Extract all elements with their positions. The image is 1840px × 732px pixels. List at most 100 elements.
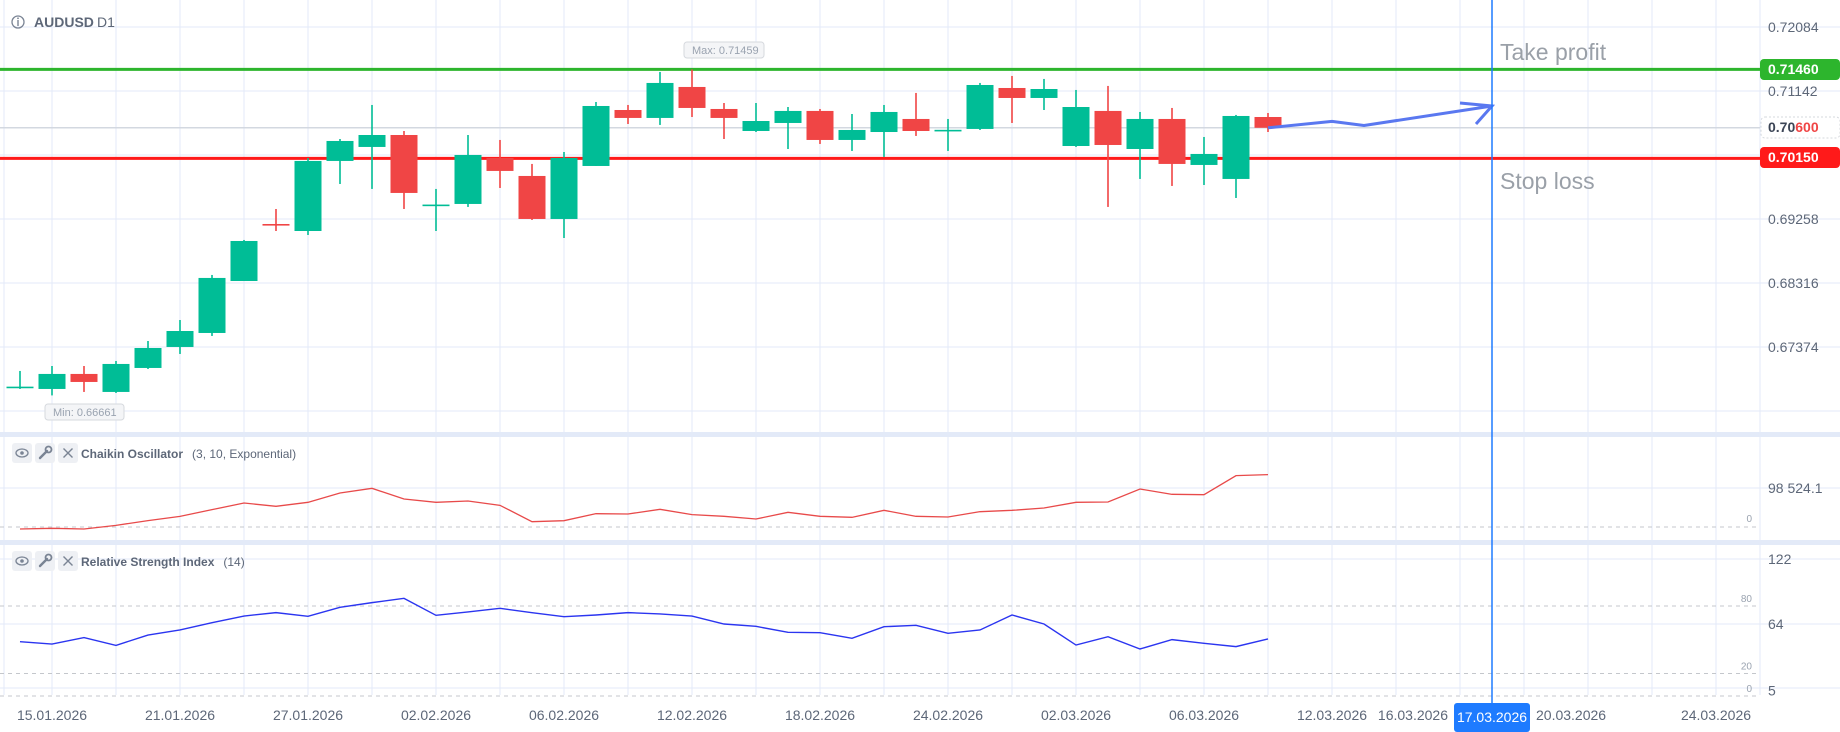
candle-bearish [902,118,930,131]
max-label: Max: 0.71459 [692,45,759,57]
time-cursor[interactable]: 17.03.2026 [1454,0,1530,732]
candle-bullish [934,129,962,132]
close-icon [63,448,73,458]
candle-bullish [102,363,130,392]
rsi-level-label: 0 [1746,684,1752,695]
candle-bullish [38,373,66,389]
candle-bullish [198,277,226,333]
svg-text:0.70600: 0.70600 [1768,119,1819,135]
chaikin-axis-label: 98 524.1 [1768,480,1823,496]
min-label: Min: 0.66661 [53,407,117,419]
eye-icon [15,556,29,566]
chaikin-name: Chaikin Oscillator [81,447,183,461]
indicator-lines [0,474,1760,697]
candle-bullish [166,331,194,347]
rsi-level-label: 20 [1741,662,1753,673]
candle-bullish [358,134,386,147]
candle-bearish [518,175,546,219]
price-axis-label: 0.69258 [1768,211,1819,227]
candle-bearish [70,373,98,382]
date-axis-label: 24.02.2026 [913,707,983,723]
candle-bearish [1158,118,1186,164]
rsi-axis-label: 122 [1768,551,1792,567]
rsi-axis-label: 64 [1768,616,1784,632]
candle-bullish [230,240,258,281]
candle-bearish [262,223,290,226]
price-axis-label: 0.67374 [1768,339,1819,355]
stop-loss-price-badge[interactable]: 0.70150 [1760,147,1840,168]
candle-bullish [294,160,322,231]
close-icon [63,556,73,566]
candle-bullish [550,157,578,219]
rsi-level-label: 80 [1741,594,1753,605]
max-marker: Max: 0.71459 [683,41,765,59]
date-axis-label: 15.01.2026 [17,707,87,723]
candle-bearish [710,108,738,118]
rsi-name: Relative Strength Index [81,555,215,569]
date-axis-label: 27.01.2026 [273,707,343,723]
candle-bearish [486,157,514,171]
price-axis-label: 0.72084 [1768,19,1819,35]
chaikin-header: Chaikin Oscillator (3, 10, Exponential) [12,443,296,463]
chaikin-title: Chaikin Oscillator (3, 10, Exponential) [81,447,296,461]
chaikin-zero-label: 0 [1746,514,1752,525]
candle-bearish [1094,110,1122,145]
take-profit-price-badge[interactable]: 0.71460 [1760,59,1840,80]
arrowhead-icon [1459,101,1496,125]
current-price-suffix: 600 [1795,119,1819,135]
date-axis-label: 06.02.2026 [529,707,599,723]
candle-bullish [774,110,802,123]
date-axis-label: 12.03.2026 [1297,707,1367,723]
chart-header: AUDUSD D1 [11,14,115,30]
date-axis-label: 12.02.2026 [657,707,727,723]
candle-bullish [422,204,450,207]
candle-bullish [1222,115,1250,179]
take-profit-price: 0.71460 [1768,61,1819,77]
cursor-date-label: 17.03.2026 [1457,709,1527,725]
candle-bullish [1062,107,1090,147]
candle-bearish [1254,116,1282,128]
pane-separator[interactable] [0,540,1840,545]
date-axis-label: 06.03.2026 [1169,707,1239,723]
candle-bullish [326,140,354,161]
rsi-header: Relative Strength Index (14) [12,551,245,571]
date-axis-label: 20.03.2026 [1536,707,1606,723]
current-price-prefix: 0.70 [1768,119,1795,135]
candle-bearish [806,110,834,140]
candle-bullish [1126,118,1154,149]
candle-bullish [6,386,34,389]
candle-bullish [742,121,770,131]
eye-icon [15,448,29,458]
stop-loss-label: Stop loss [1500,168,1595,194]
candle-bullish [454,154,482,204]
candle-bullish [646,82,674,118]
candle-bullish [966,84,994,129]
pane-separator[interactable] [0,432,1840,437]
rsi-axis-label: 5 [1768,682,1776,698]
rsi-params: (14) [223,555,244,569]
price-axis-label: 0.68316 [1768,275,1819,291]
candles [6,69,1496,396]
date-axis-label: 18.02.2026 [785,707,855,723]
candle-bearish [390,134,418,193]
axes: 80 20 0 122 64 5 0.72084 0.71142 0.69258 0.68316 0… [17,19,1819,723]
info-circle-icon[interactable] [11,15,25,29]
candle-bullish [134,347,162,368]
chaikin-line [19,474,1269,530]
date-axis-label: 24.03.2026 [1681,707,1751,723]
timeframe-label[interactable]: D1 [97,14,115,30]
candle-bearish [678,86,706,108]
date-axis-label: 16.03.2026 [1378,707,1448,723]
projection-arrow[interactable] [1267,104,1493,130]
rsi-title: Relative Strength Index (14) [81,555,245,569]
min-marker: Min: 0.66661 [44,403,125,421]
cursor-date-badge [1454,703,1530,732]
take-profit-label: Take profit [1500,39,1607,65]
date-axis-label: 02.02.2026 [401,707,471,723]
grid [0,0,1840,695]
chaikin-params: (3, 10, Exponential) [192,447,296,461]
candle-bullish [1190,153,1218,165]
date-axis-label: 21.01.2026 [145,707,215,723]
stop-loss-price: 0.70150 [1768,149,1819,165]
